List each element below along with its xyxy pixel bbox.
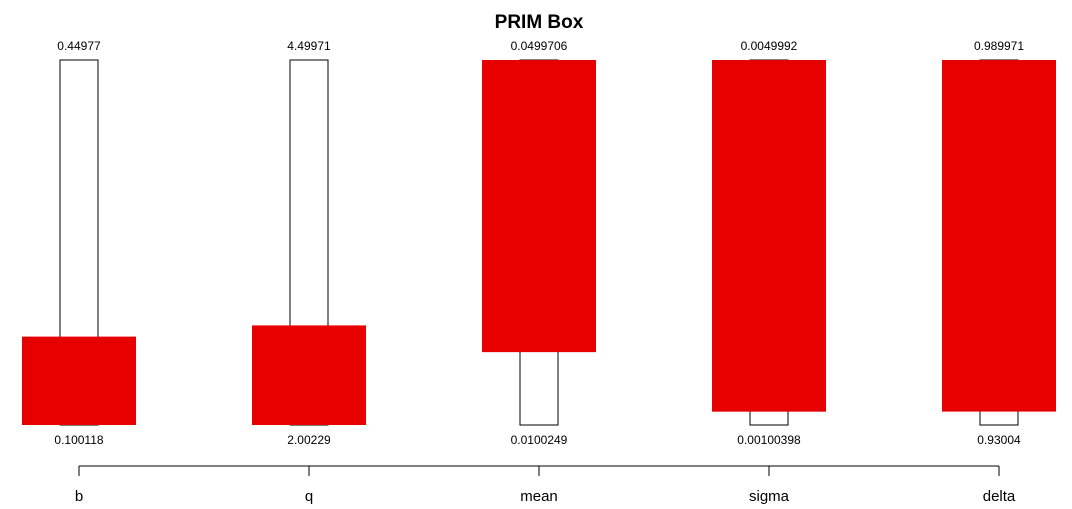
max-label-q: 4.49971 bbox=[287, 39, 331, 53]
max-label-sigma: 0.0049992 bbox=[741, 39, 798, 53]
x-tick-label-delta: delta bbox=[983, 488, 1016, 505]
prim-box-delta bbox=[942, 60, 1056, 412]
min-label-delta: 0.93004 bbox=[977, 433, 1021, 447]
x-tick-label-q: q bbox=[305, 488, 313, 505]
min-label-q: 2.00229 bbox=[287, 433, 331, 447]
max-label-b: 0.44977 bbox=[57, 39, 101, 53]
x-tick-label-sigma: sigma bbox=[749, 488, 790, 505]
chart-marks: 0.44977 0.100118 b 4.49971 2.00229 q 0.0499706… bbox=[22, 39, 1056, 505]
min-label-sigma: 0.00100398 bbox=[737, 433, 801, 447]
x-tick-label-b: b bbox=[75, 488, 83, 505]
chart-title: PRIM Box bbox=[495, 12, 584, 33]
max-label-mean: 0.0499706 bbox=[511, 39, 568, 53]
prim-box-mean bbox=[482, 60, 596, 353]
prim-box-q bbox=[252, 325, 366, 425]
min-label-mean: 0.0100249 bbox=[511, 433, 568, 447]
min-label-b: 0.100118 bbox=[54, 433, 103, 447]
prim-box-sigma bbox=[712, 60, 826, 412]
prim-box-b bbox=[22, 336, 136, 425]
max-label-delta: 0.989971 bbox=[974, 39, 1024, 53]
x-tick-label-mean: mean bbox=[520, 488, 558, 505]
